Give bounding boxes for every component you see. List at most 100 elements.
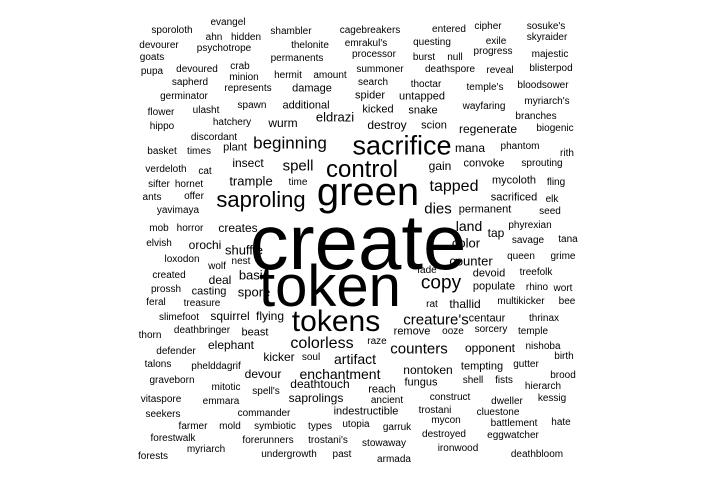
- word-enchantment: enchantment: [299, 366, 381, 382]
- word-indestructible: indestructible: [333, 405, 399, 418]
- word-battlement: battlement: [490, 418, 538, 429]
- word-hatchery: hatchery: [212, 117, 252, 128]
- word-phelddagrif: phelddagrif: [191, 361, 241, 372]
- word-hidden: hidden: [230, 32, 262, 43]
- word-untapped: untapped: [399, 90, 445, 103]
- word-sacrificed: sacrificed: [490, 191, 538, 204]
- word-prossh: prossh: [150, 284, 182, 295]
- word-devourer: devourer: [139, 40, 179, 51]
- word-devour: devour: [244, 367, 282, 381]
- word-myriarchs: myriarch's: [524, 96, 570, 107]
- word-mycon: mycon: [431, 415, 461, 426]
- word-phantom: phantom: [500, 141, 540, 152]
- word-deathspore: deathspore: [424, 64, 476, 75]
- word-basket: basket: [147, 146, 177, 157]
- word-spawn: spawn: [237, 100, 267, 111]
- word-biogenic: biogenic: [536, 123, 574, 134]
- word-cagebreakers: cagebreakers: [339, 25, 401, 36]
- word-offer: offer: [184, 191, 204, 202]
- word-color: color: [451, 235, 481, 251]
- word-null: null: [447, 52, 463, 63]
- word-ironwood: ironwood: [437, 443, 479, 454]
- word-savage: savage: [511, 235, 545, 246]
- word-ooze: ooze: [442, 326, 464, 337]
- word-reveal: reveal: [486, 65, 514, 76]
- word-deathtouch: deathtouch: [290, 377, 350, 391]
- word-fists: fists: [495, 375, 513, 386]
- word-land: land: [455, 218, 483, 234]
- word-cipher: cipher: [474, 21, 502, 32]
- word-majestic: majestic: [531, 49, 569, 60]
- word-hierarch: hierarch: [524, 381, 562, 392]
- word-tana: tana: [558, 234, 578, 245]
- word-armada: armada: [377, 454, 411, 465]
- word-spells: spell's: [252, 386, 280, 397]
- word-deathbloom: deathbloom: [510, 449, 564, 460]
- word-thrinax: thrinax: [528, 313, 560, 324]
- word-green: green: [316, 170, 420, 214]
- word-garruk: garruk: [382, 422, 412, 433]
- word-rith: rith: [560, 148, 574, 159]
- word-elk: elk: [545, 194, 559, 205]
- word-kicker: kicker: [263, 350, 295, 364]
- word-sacrifice: sacrifice: [352, 130, 452, 161]
- word-spell: spell: [282, 157, 314, 175]
- word-creates: creates: [218, 221, 258, 235]
- word-sporoloth: sporoloth: [151, 25, 193, 36]
- word-sifter: sifter: [148, 179, 170, 190]
- word-questing: questing: [413, 37, 451, 48]
- word-copy: copy: [420, 272, 462, 294]
- word-flower: flower: [147, 107, 175, 118]
- word-mold: mold: [219, 421, 241, 432]
- word-wayfaring: wayfaring: [462, 101, 506, 112]
- word-thoctar: thoctar: [410, 79, 442, 90]
- word-represents: represents: [224, 83, 272, 94]
- word-opponent: opponent: [464, 341, 516, 355]
- word-processor: processor: [352, 49, 396, 60]
- word-ancient: ancient: [370, 395, 404, 406]
- word-horror: horror: [176, 223, 204, 234]
- word-token: token: [259, 254, 401, 319]
- word-myriarch: myriarch: [186, 444, 226, 455]
- word-deal: deal: [208, 273, 232, 287]
- word-trostanis: trostani's: [308, 435, 348, 446]
- word-elvish: elvish: [146, 238, 172, 249]
- word-cluestone: cluestone: [476, 407, 520, 418]
- word-hate: hate: [551, 417, 571, 428]
- word-crab: crab: [230, 61, 250, 72]
- word-devoured: devoured: [176, 64, 218, 75]
- word-bee: bee: [558, 296, 576, 307]
- word-talons: talons: [144, 359, 172, 370]
- word-damage: damage: [292, 82, 332, 95]
- word-loxodon: loxodon: [164, 254, 200, 265]
- word-thorn: thorn: [138, 330, 162, 341]
- word-rhino: rhino: [525, 282, 549, 293]
- word-kessig: kessig: [537, 393, 567, 404]
- word-destroyed: destroyed: [422, 429, 466, 440]
- word-basic: basic: [238, 267, 270, 283]
- word-branches: branches: [515, 111, 557, 122]
- word-hornet: hornet: [174, 179, 204, 190]
- word-seekers: seekers: [145, 409, 181, 420]
- word-grime: grime: [550, 251, 576, 262]
- word-shell: shell: [462, 375, 484, 386]
- word-verdeloth: verdeloth: [145, 164, 187, 175]
- word-thallid: thallid: [449, 297, 481, 311]
- word-forerunners: forerunners: [242, 435, 294, 446]
- word-emrakuls: emrakul's: [344, 38, 388, 49]
- word-treefolk: treefolk: [519, 267, 553, 278]
- word-counter: counter: [449, 253, 493, 269]
- word-bloodsower: bloodsower: [517, 80, 569, 91]
- word-nishoba: nishoba: [525, 341, 561, 352]
- word-forestwalk: forestwalk: [150, 433, 196, 444]
- word-times: times: [187, 146, 211, 157]
- word-utopia: utopia: [342, 419, 370, 430]
- word-birth: birth: [554, 351, 574, 362]
- word-nest: nest: [231, 256, 251, 267]
- word-construct: construct: [429, 392, 471, 403]
- word-raze: raze: [367, 336, 387, 347]
- word-stowaway: stowaway: [362, 438, 406, 449]
- word-casting: casting: [191, 285, 227, 298]
- word-tap: tap: [487, 226, 505, 240]
- word-psychotrope: psychotrope: [196, 43, 252, 54]
